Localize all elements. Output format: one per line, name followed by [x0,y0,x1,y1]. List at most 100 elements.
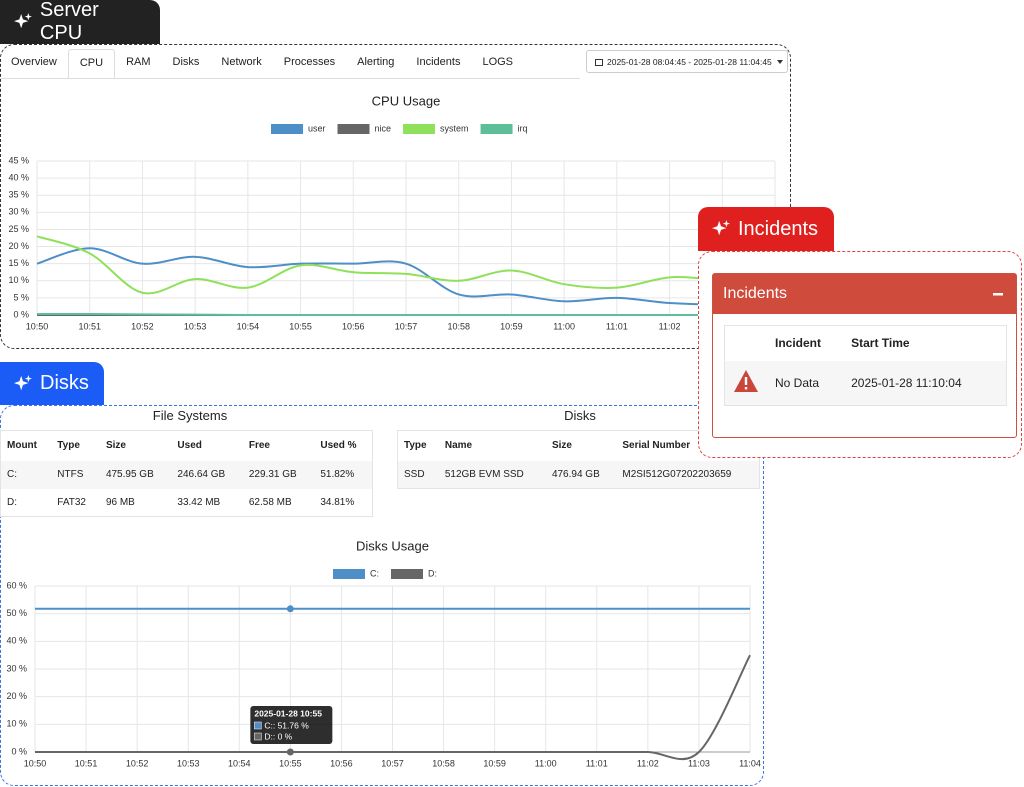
tab[interactable]: LOGS [482,56,514,68]
cell: 476.94 GB [551,468,600,480]
x-tick-label: 11:02 [637,758,659,768]
incidents-table: Incident Start Time No Data 2025-01-28 11:1… [724,325,1007,406]
disks-frame [0,405,764,786]
legend-swatch [337,124,370,134]
tooltip-line: C:: 51.76 % [264,720,309,730]
x-tick-label: 11:00 [535,758,557,768]
cell: 229.31 GB [248,469,297,480]
x-tick-label: 10:52 [131,321,154,331]
cell: NTFS [57,469,84,480]
series-line [36,235,776,295]
date-range: 2025-01-28 08:04:45 - 2025-01-28 11:04:4… [607,56,772,67]
x-tick-label: 10:51 [78,321,101,331]
column-header: Name [444,440,473,452]
tooltip-line: D:: 0 % [264,731,292,741]
x-tick-label: 10:56 [342,321,365,331]
collapse-button[interactable] [992,288,1004,300]
tab[interactable]: Disks [172,56,200,68]
row: D: FAT32 96 MB 33.42 MB 62.58 MB 34.81% [0,488,373,517]
series-line [36,247,776,306]
cell: 34.81% [320,496,355,508]
column-header: Incident [775,336,822,351]
tab[interactable]: Processes [283,56,336,68]
x-tick-label: 11:03 [688,758,710,768]
cpu-badge: Server CPU [0,0,160,44]
x-tick-label: 10:55 [279,758,302,768]
legend-label: nice [375,123,392,133]
tooltip: 2025-01-28 10:55C:: 51.76 %D:: 0 % [250,706,333,744]
tab[interactable]: CPU [67,49,116,78]
column-header: Type [404,440,427,452]
x-tick-label: 11:01 [606,321,628,331]
caret-icon [776,59,783,64]
x-tick-label: 10:53 [177,758,200,768]
tab[interactable]: RAM [126,56,151,68]
hover-point [286,748,294,756]
y-tick-label: 30 % [8,207,29,217]
column-header: Used [177,440,202,452]
cell: C: [7,469,17,480]
tab[interactable]: Network [221,56,262,68]
y-tick-label: 20 % [6,691,27,701]
date-range-picker[interactable]: 2025-01-28 08:04:45 - 2025-01-28 11:04:4… [586,50,788,73]
legend-swatch [403,124,436,134]
legend-label: C: [370,568,379,578]
file-systems-table: Mount Type Size Used Free Used % C: NTFS 475.95 … [0,430,373,517]
y-tick-label: 10 % [8,275,29,285]
badge-text: Incidents [738,217,819,240]
x-tick-label: 10:59 [483,758,506,768]
column-header: Size [105,440,126,452]
icon-cell [725,361,770,406]
x-tick-label: 10:58 [447,321,470,331]
row: SSD 512GB EVM SSD 476.94 GB M2SI512G0720220… [397,460,760,489]
icon-header [725,326,770,361]
cell: 62.58 MB [248,496,292,508]
tooltip-swatch [254,732,262,741]
y-tick-label: 40 % [6,636,27,646]
cell: 2025-01-28 11:10:04 [851,375,962,390]
x-tick-label: 10:57 [395,321,418,331]
x-tick-label: 10:57 [381,758,404,768]
row: No Data 2025-01-28 11:10:04 [724,360,1007,406]
warning-icon [734,370,758,393]
tooltip-title: 2025-01-28 10:55 [254,708,322,718]
tab[interactable]: Alerting [357,56,395,68]
column-header: Size [551,440,572,452]
x-tick-label: 10:52 [126,758,149,768]
x-tick-label: 10:58 [432,758,455,768]
hover-point [286,605,294,613]
incidents-panel: Incidents Incident Start Time No Data 2025-… [712,273,1017,438]
warning-mark [744,377,748,386]
series-line [36,312,775,317]
y-tick-label: 40 % [8,172,29,182]
table-title: Disks [564,408,596,423]
cpu-frame [0,44,791,349]
tooltip-swatch [254,721,262,730]
panel-header: Incidents [713,274,1016,314]
y-tick-label: 45 % [8,155,29,165]
column-header: Free [248,440,270,452]
cell: 33.42 MB [177,496,221,508]
x-tick-label: 10:53 [184,321,207,331]
cell: 51.82% [320,469,355,480]
tab[interactable]: Incidents [416,56,461,68]
chart-title: CPU Usage [372,93,441,108]
legend-label: user [308,123,326,133]
cell: FAT32 [57,496,86,508]
x-tick-label: 10:55 [289,321,312,331]
y-tick-label: 5 % [13,292,29,302]
cell: 96 MB [105,496,135,508]
cell: SSD [404,468,425,480]
warning-dot [744,387,748,390]
cell: D: [7,496,17,508]
y-tick-label: 35 % [8,190,29,200]
sparkle-icon [14,374,32,390]
series-line [35,654,751,761]
tab[interactable]: Overview [11,56,57,68]
x-tick-label: 10:54 [228,758,251,768]
legend-swatch [391,569,423,579]
y-tick-label: 60 % [6,580,27,590]
cell: 475.95 GB [105,469,154,480]
tooltip-box [250,706,333,744]
